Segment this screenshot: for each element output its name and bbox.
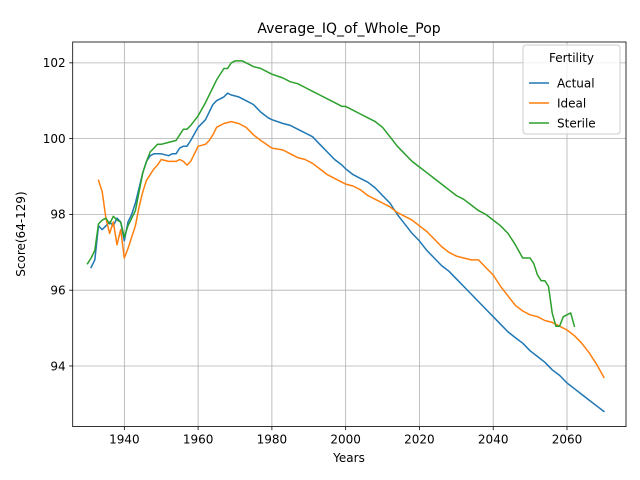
legend-label-sterile: Sterile: [557, 116, 596, 130]
x-tick-label: 2020: [404, 433, 435, 447]
x-axis: 1940 1960 1980 2000 2020 2040 2060: [109, 426, 583, 447]
x-tick-label: 1960: [183, 433, 214, 447]
y-tick-label: 100: [43, 132, 66, 146]
y-tick-label: 96: [50, 283, 65, 297]
x-axis-label: Years: [332, 451, 365, 465]
legend-box: [522, 44, 621, 135]
legend-title: Fertility: [549, 51, 594, 65]
chart-title: Average_IQ_of_Whole_Pop: [257, 21, 440, 37]
x-tick-label: 2000: [330, 433, 361, 447]
y-axis-label: Score(64-129): [14, 191, 28, 276]
y-tick-label: 98: [50, 208, 65, 222]
y-axis: 94 96 98 100 102: [43, 56, 73, 373]
x-tick-label: 1940: [109, 433, 140, 447]
series-line-ideal: [97, 120, 605, 379]
legend: Fertility Actual Ideal Sterile: [522, 44, 621, 135]
x-tick-label: 1980: [257, 433, 288, 447]
plot-frame: [72, 41, 627, 428]
x-tick-label: 2040: [478, 433, 509, 447]
y-tick-label: 102: [43, 56, 66, 70]
legend-label-actual: Actual: [557, 76, 595, 90]
series-line-sterile: [86, 60, 576, 328]
legend-items: Actual Ideal Sterile: [529, 76, 596, 130]
series-lines: [86, 60, 605, 413]
grid: [72, 42, 626, 427]
x-tick-label: 2060: [552, 433, 583, 447]
legend-label-ideal: Ideal: [557, 96, 586, 110]
y-tick-label: 94: [50, 359, 65, 373]
